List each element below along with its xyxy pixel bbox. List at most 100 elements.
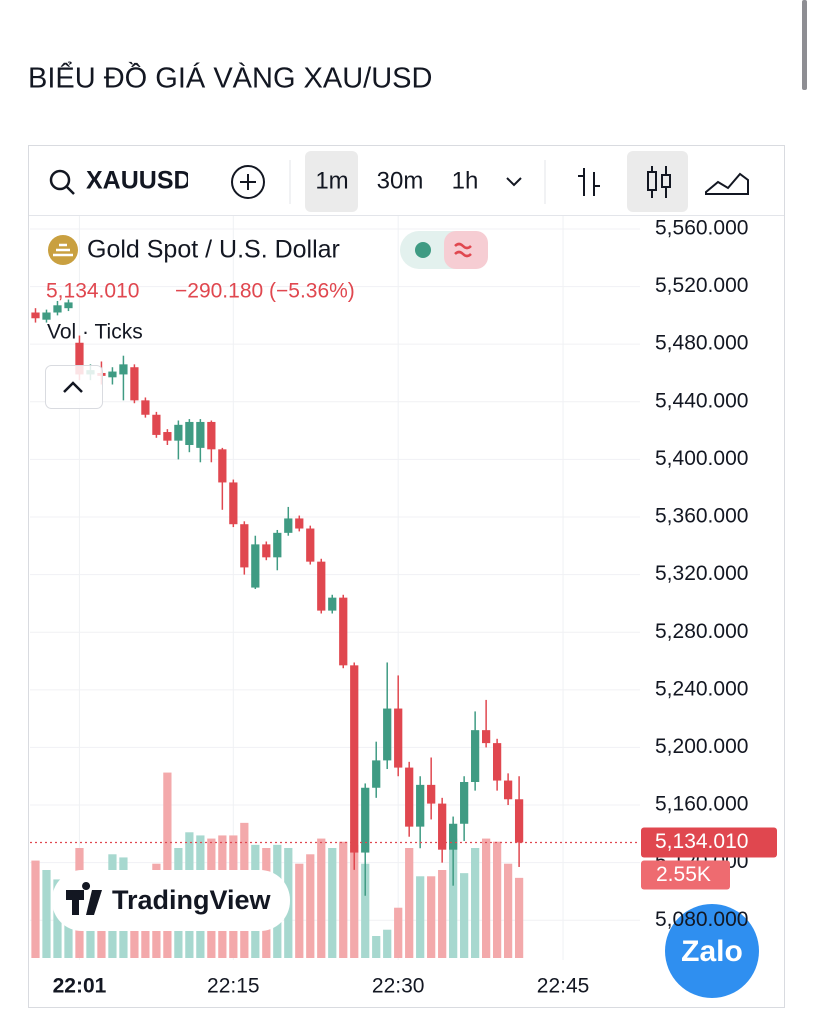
symbol-logo-mark	[53, 243, 73, 257]
tradingview-badge[interactable]	[52, 870, 290, 931]
plus-icon	[231, 165, 265, 199]
volume-bar	[492, 841, 502, 958]
candle-body	[317, 561, 326, 611]
volume-bar	[328, 848, 337, 958]
volume-bar	[383, 929, 392, 958]
volume-bar	[295, 863, 304, 958]
candle-body	[416, 784, 425, 827]
price-change: −290.180 (−5.36%)	[175, 280, 355, 303]
bar-type-icon[interactable]	[578, 168, 600, 196]
x-tick-label: 22:15	[207, 975, 260, 998]
candle-body	[471, 730, 480, 782]
y-tick-label: 5,200.000	[655, 735, 748, 758]
candle-body	[240, 524, 249, 568]
volume-bar	[514, 877, 524, 958]
candle-body	[185, 421, 194, 445]
candle-body	[350, 665, 359, 853]
candle-body	[438, 803, 447, 850]
indicator-name: Vol · Ticks	[47, 321, 143, 344]
candle-body	[108, 371, 117, 378]
symbol: XAUUSD	[86, 167, 192, 195]
volume-label-bg	[641, 860, 730, 890]
y-tick-label: 5,080.000	[655, 908, 748, 931]
candle-body	[372, 760, 381, 788]
interval-dropdown[interactable]	[506, 177, 522, 187]
y-tick-label: 5,360.000	[655, 505, 748, 528]
candle-body	[229, 482, 238, 525]
candle-body	[482, 730, 491, 744]
candle-body	[75, 342, 84, 375]
volume-bar	[438, 870, 447, 958]
tradingview-text: TradingView	[112, 885, 272, 915]
tradingview-logo	[66, 882, 102, 915]
y-tick-label: 5,440.000	[655, 389, 748, 412]
candle-body	[405, 767, 414, 827]
candle-body	[31, 312, 40, 319]
volume-bar	[416, 876, 425, 958]
candle-body	[53, 305, 62, 313]
candle-icon-body[interactable]	[647, 171, 657, 191]
volume-bar	[350, 844, 359, 958]
y-tick-label: 5,280.000	[655, 620, 748, 643]
candle-body	[64, 302, 73, 309]
candle-body	[284, 518, 293, 533]
page-title: BIỂU ĐỒ GIÁ VÀNG XAU/USD	[28, 61, 432, 95]
volume-bar	[361, 863, 370, 958]
volume-bar	[449, 838, 458, 958]
volume-bar	[394, 907, 403, 958]
volume-bar	[163, 772, 172, 958]
volume-bar	[482, 838, 491, 958]
volume-bar	[427, 876, 436, 958]
volume-bar	[503, 863, 513, 958]
candle-body	[262, 544, 271, 558]
y-tick-label: 5,320.000	[655, 562, 748, 585]
y-tick-label: 5,160.000	[655, 793, 748, 816]
candle-body	[196, 421, 205, 448]
y-tick-label: 5,480.000	[655, 332, 748, 355]
candle-body	[427, 784, 436, 804]
volume-label: 2.55K	[656, 863, 711, 886]
compare-button[interactable]	[231, 165, 265, 199]
x-tick-label: 22:01	[53, 975, 107, 998]
candle-body	[383, 708, 392, 761]
candle-body	[361, 787, 370, 853]
candle-body	[492, 743, 502, 781]
volume-bar	[471, 848, 480, 958]
search-icon	[49, 169, 71, 191]
y-tick-label: 5,560.000	[655, 217, 748, 240]
active-interval-bg	[305, 151, 358, 212]
collapse-icon	[63, 381, 83, 393]
interval[interactable]: 30m	[377, 167, 424, 194]
symbol-name: Gold Spot / U.S. Dollar	[87, 236, 340, 264]
scrollbar	[802, 0, 807, 90]
price-label: 5,134.010	[655, 830, 748, 853]
interval[interactable]: 1h	[452, 167, 479, 194]
candle-body	[141, 400, 150, 415]
symbol-search[interactable]: XAUUSD	[49, 167, 192, 195]
interval[interactable]: 1m	[315, 167, 348, 194]
candle-body	[273, 532, 282, 558]
candle-body	[503, 780, 513, 800]
volume-bar	[53, 879, 62, 958]
candle-body	[130, 367, 139, 401]
y-tick-label: 5,400.000	[655, 447, 748, 470]
candle-body	[152, 414, 161, 435]
market-open-dot	[415, 242, 431, 258]
area-type-icon[interactable]	[705, 172, 749, 195]
price-label-bg	[641, 827, 777, 858]
candle-body	[460, 781, 469, 824]
candle-icon-body[interactable]	[661, 174, 671, 188]
last-price: 5,134.010	[46, 280, 139, 303]
chart-frame	[28, 145, 785, 1008]
candle-body	[251, 544, 260, 588]
candle-body	[514, 799, 524, 843]
status-pill-right	[444, 231, 488, 269]
candle-body	[119, 364, 128, 375]
active-type-bg	[627, 151, 688, 212]
zalo-button[interactable]	[665, 904, 759, 998]
collapse-button[interactable]	[45, 365, 103, 409]
candle-body	[449, 823, 458, 850]
delayed-icon	[454, 242, 472, 258]
y-tick-label: 5,240.000	[655, 677, 748, 700]
